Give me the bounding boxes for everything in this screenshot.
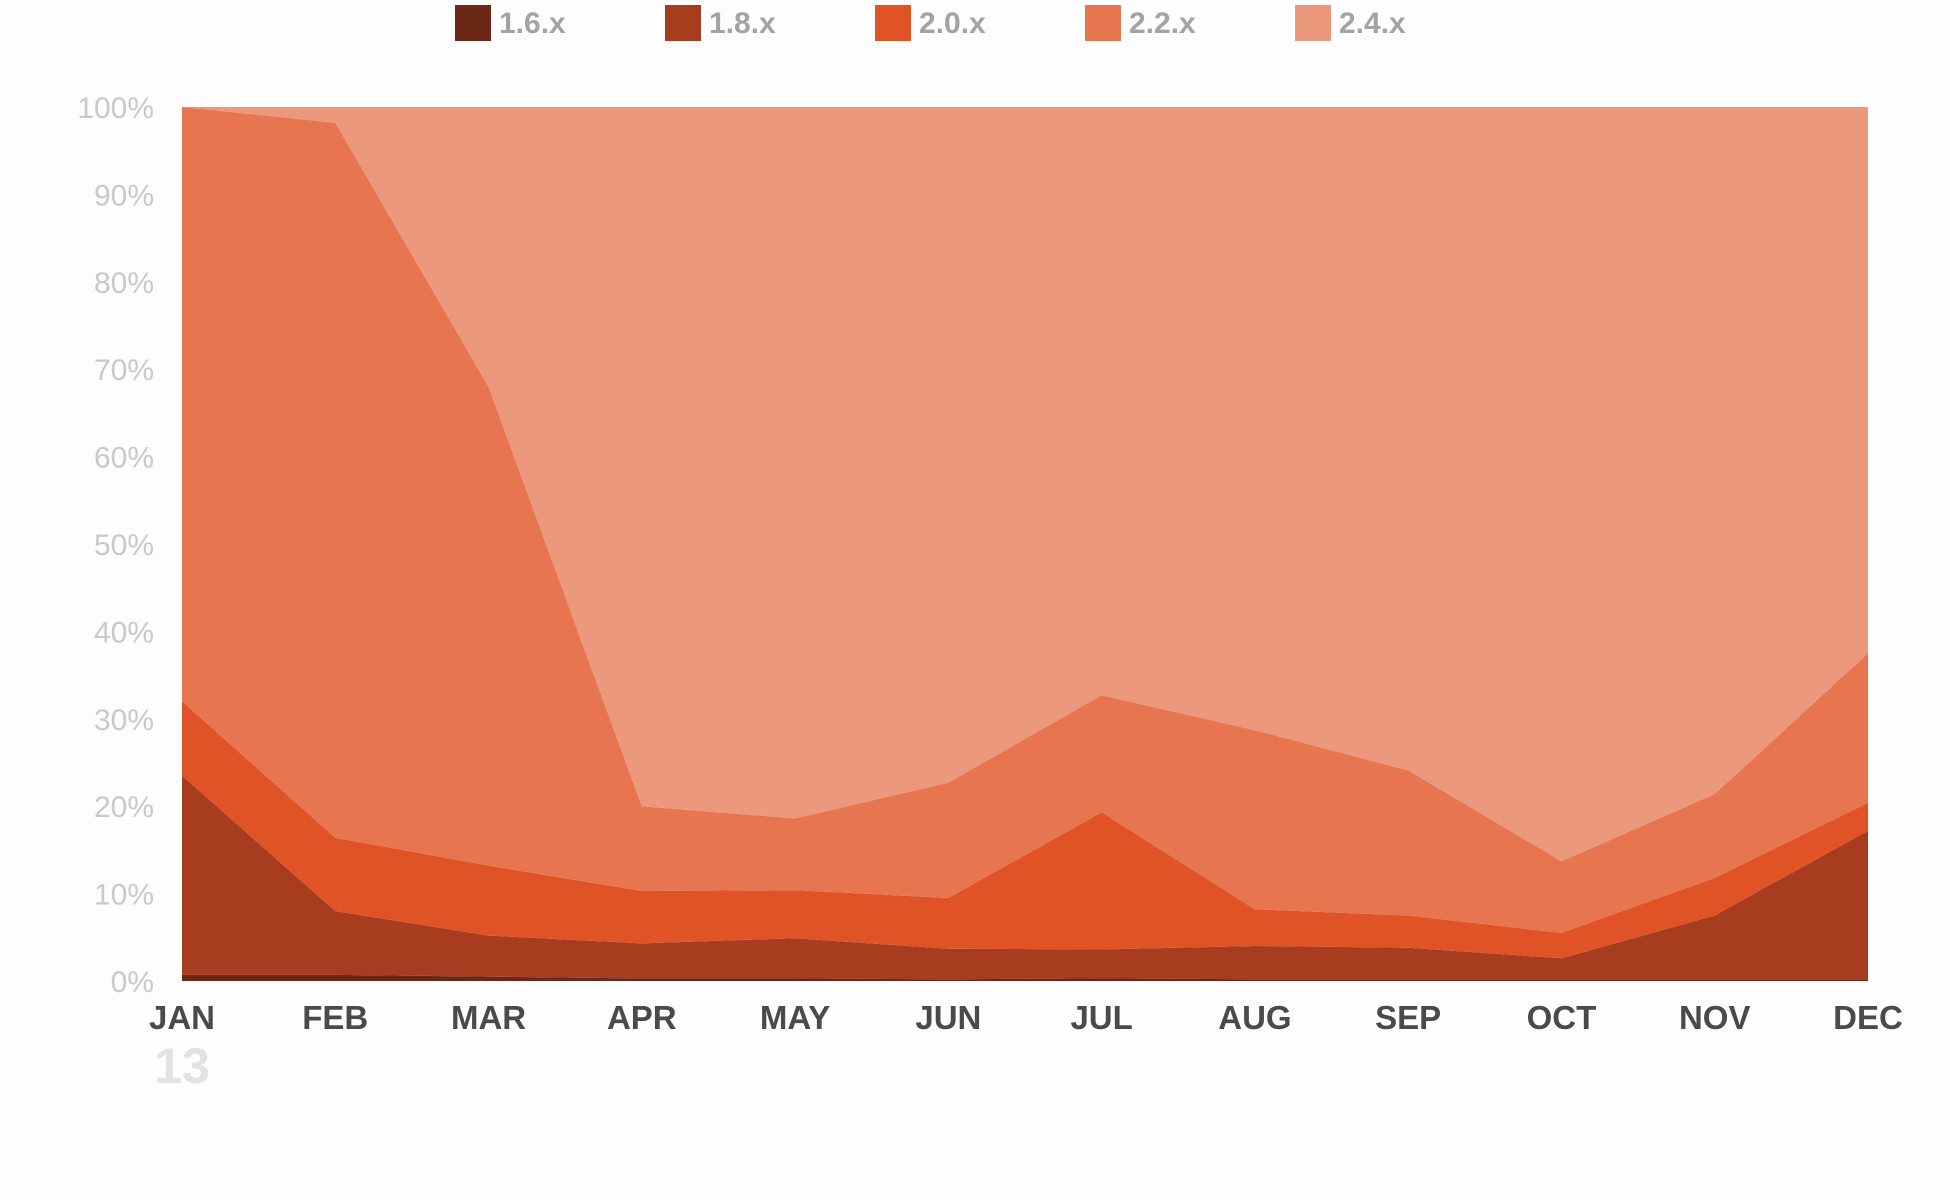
y-tick-label: 60% xyxy=(94,442,154,475)
x-tick-label: FEB xyxy=(302,999,368,1036)
legend-label: 2.2.x xyxy=(1129,7,1196,40)
year-label: 13 xyxy=(154,1038,210,1094)
legend-item: 2.2.x xyxy=(1085,5,1196,41)
area-series-1-8-x xyxy=(182,775,1868,980)
y-tick-label: 90% xyxy=(94,179,154,212)
y-tick-label: 100% xyxy=(77,92,154,125)
y-tick-label: 50% xyxy=(94,529,154,562)
x-tick-label: JAN xyxy=(149,999,215,1036)
x-tick-label: NOV xyxy=(1679,999,1751,1036)
legend-item: 1.8.x xyxy=(665,5,776,41)
legend-label: 2.4.x xyxy=(1339,7,1406,40)
y-tick-label: 80% xyxy=(94,267,154,300)
x-tick-label: MAY xyxy=(760,999,830,1036)
x-tick-label: AUG xyxy=(1218,999,1291,1036)
area-series-2-4-x xyxy=(182,107,1868,862)
legend-swatch xyxy=(455,5,491,41)
y-tick-label: 70% xyxy=(94,354,154,387)
area-series-1-6-x xyxy=(182,974,1868,981)
legend-swatch xyxy=(665,5,701,41)
y-tick-label: 30% xyxy=(94,704,154,737)
chart-areas xyxy=(182,107,1868,981)
x-axis: JAN FEB MAR APR MAY JUN JUL AUG SEP OCT NOV DEC xyxy=(149,999,1903,1036)
legend-swatch xyxy=(1295,5,1331,41)
x-tick-label: APR xyxy=(607,999,677,1036)
chart-legend: 1.6.x 1.8.x 2.0.x 2.2.x 2.4.x xyxy=(455,5,1406,41)
legend-item: 2.4.x xyxy=(1295,5,1406,41)
legend-swatch xyxy=(875,5,911,41)
legend-item: 2.0.x xyxy=(875,5,986,41)
y-tick-label: 0% xyxy=(111,966,154,999)
legend-label: 1.6.x xyxy=(499,7,566,40)
area-series-2-0-x xyxy=(182,701,1868,959)
y-tick-label: 40% xyxy=(94,616,154,649)
x-tick-label: DEC xyxy=(1833,999,1903,1036)
x-tick-label: JUL xyxy=(1070,999,1132,1036)
y-tick-label: 20% xyxy=(94,791,154,824)
area-series-2-2-x xyxy=(182,107,1868,933)
y-axis: 0% 10% 20% 30% 40% 50% 60% 70% 80% 90% 100% xyxy=(77,92,154,999)
x-tick-label: JUN xyxy=(915,999,981,1036)
x-tick-label: SEP xyxy=(1375,999,1441,1036)
x-tick-label: MAR xyxy=(451,999,526,1036)
legend-label: 2.0.x xyxy=(919,7,986,40)
y-tick-label: 10% xyxy=(94,879,154,912)
legend-label: 1.8.x xyxy=(709,7,776,40)
legend-swatch xyxy=(1085,5,1121,41)
x-tick-label: OCT xyxy=(1527,999,1597,1036)
legend-item: 1.6.x xyxy=(455,5,566,41)
